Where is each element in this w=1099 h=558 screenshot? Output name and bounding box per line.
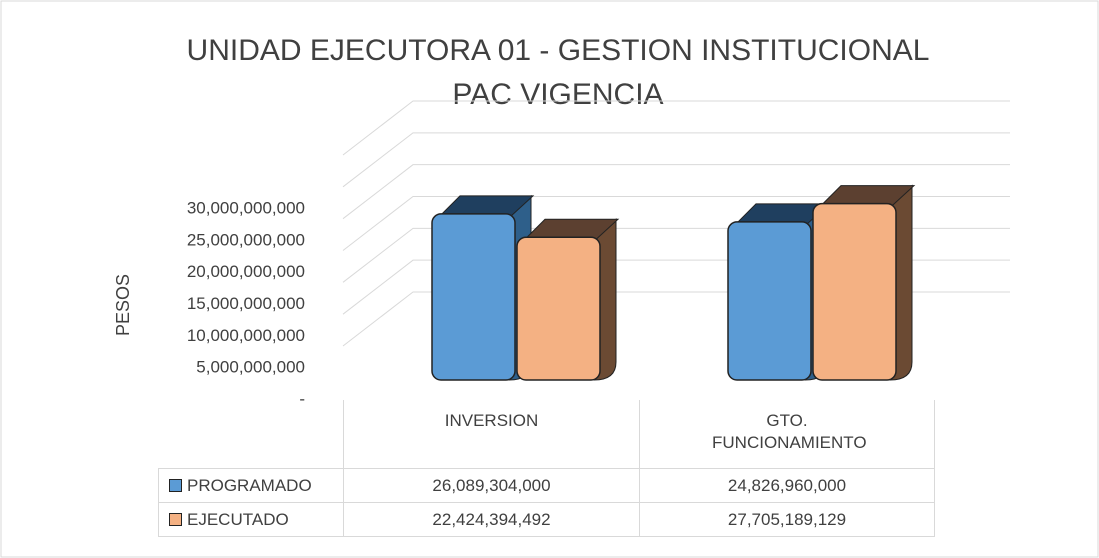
value-cell: 24,826,960,000: [639, 468, 935, 502]
grid-line: [342, 132, 1010, 188]
category-header: GTO. FUNCIONAMIENTO: [639, 400, 935, 468]
bar-front: [431, 213, 516, 381]
legend-label: PROGRAMADO: [187, 475, 312, 495]
y-tick-label: 15,000,000,000: [187, 294, 305, 313]
category-header: INVERSION: [343, 400, 639, 468]
legend-cell: EJECUTADO: [158, 502, 343, 537]
x-tick-label: INVERSION: [444, 411, 539, 430]
y-tick-label: -: [299, 389, 305, 408]
bar-front: [812, 202, 897, 381]
legend-key: [169, 513, 182, 526]
grid-line: [342, 196, 1010, 251]
legend-label: EJECUTADO: [187, 509, 289, 529]
grid-line: [342, 100, 1010, 156]
chart-subtitle: PAC VIGENCIA: [452, 78, 663, 111]
y-tick-label: 30,000,000,000: [187, 198, 305, 217]
value-cell: 22,424,394,492: [343, 502, 639, 537]
bar-front: [516, 236, 601, 381]
value-cell: 27,705,189,129: [639, 502, 935, 537]
y-tick-label: 5,000,000,000: [196, 358, 305, 377]
legend-key: [169, 479, 182, 492]
legend-cell: PROGRAMADO: [158, 468, 343, 502]
bar-front: [727, 221, 812, 381]
value-cell: 26,089,304,000: [343, 468, 639, 502]
bar: [516, 218, 620, 381]
x-tick-label: GTO. FUNCIONAMIENTO: [712, 411, 867, 452]
bar: [812, 184, 916, 381]
y-tick-label: 25,000,000,000: [187, 230, 305, 249]
y-tick-label: 10,000,000,000: [187, 326, 305, 345]
grid-line: [342, 164, 1010, 220]
y-tick-label: 20,000,000,000: [187, 262, 305, 281]
chart-title: UNIDAD EJECUTORA 01 - GESTION INSTITUCIO…: [187, 34, 930, 67]
y-axis-label: PESOS: [113, 274, 133, 336]
